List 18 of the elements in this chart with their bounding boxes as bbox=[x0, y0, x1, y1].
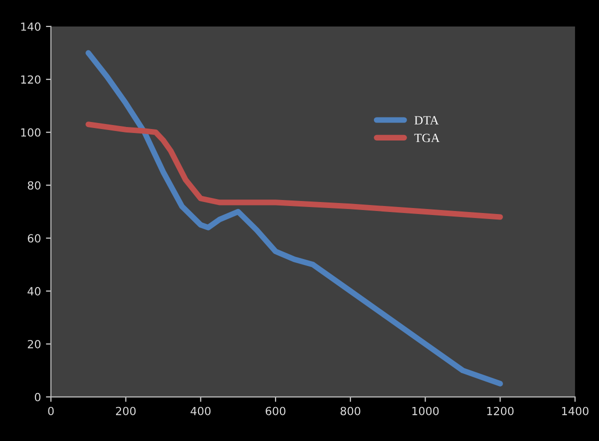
y-tick-label: 100 bbox=[21, 128, 40, 137]
x-tick-label: 600 bbox=[266, 406, 286, 416]
x-tick-label: 800 bbox=[340, 406, 360, 416]
y-tick-label: 60 bbox=[28, 234, 40, 243]
x-tick-label: 1200 bbox=[487, 406, 514, 416]
y-tick-label: 120 bbox=[21, 75, 40, 84]
y-tick-label: 20 bbox=[28, 340, 40, 348]
y-tick-label: 80 bbox=[28, 181, 40, 190]
legend-label: TGA bbox=[414, 134, 440, 142]
y-tick-label: 0 bbox=[34, 392, 40, 402]
x-tick-label: 1000 bbox=[412, 406, 439, 416]
x-tick-label: 400 bbox=[190, 406, 211, 416]
legend-label: DTA bbox=[414, 116, 439, 124]
y-tick-label: 140 bbox=[21, 22, 40, 31]
y-tick-label: 40 bbox=[28, 287, 40, 296]
x-tick-label: 200 bbox=[116, 406, 136, 416]
x-tick-label: 1400 bbox=[562, 406, 588, 416]
x-tick-label: 0 bbox=[48, 406, 54, 416]
